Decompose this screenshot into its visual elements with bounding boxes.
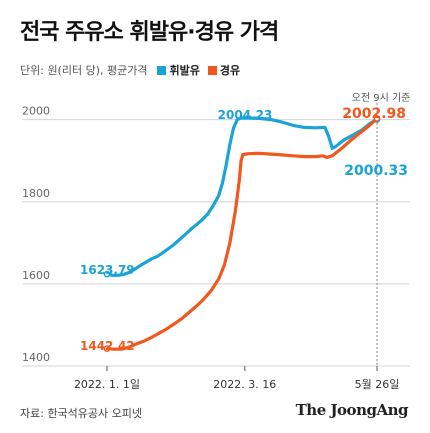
x-tick-label-0: 2022. 1. 1일	[74, 377, 140, 391]
diesel-swatch-icon	[207, 65, 217, 75]
source-text: 자료: 한국석유공사 오피넷	[20, 407, 143, 420]
x-tick-label-1: 2022. 3. 16	[213, 378, 276, 391]
unit-label: 단위: 원(리터 당), 평균가격	[20, 64, 148, 77]
legend-item-diesel: 경유	[207, 62, 241, 78]
time-note-label: 오전 9시 기준	[352, 92, 411, 104]
y-tick-label-1400: 1400	[22, 351, 50, 364]
data-label-gasoline-start: 1623.79	[80, 263, 135, 277]
y-tick-label-1800: 1800	[22, 187, 50, 200]
gasoline-swatch-icon	[157, 65, 167, 75]
legend-label-diesel: 경유	[219, 64, 241, 77]
series-line-diesel	[105, 116, 379, 351]
data-label-gasoline-peak: 2004.23	[218, 108, 273, 122]
data-label-diesel-start: 1442.42	[80, 339, 135, 353]
brand-logo: The JoongAng	[295, 401, 409, 419]
chart-title: 전국 주유소 휘발유·경유 가격	[20, 20, 279, 45]
legend-item-gasoline: 휘발유	[157, 62, 200, 78]
legend-label-gasoline: 휘발유	[169, 64, 200, 77]
start-point-diesel	[103, 345, 111, 352]
y-tick-label-1600: 1600	[22, 269, 50, 282]
series-line-gasoline	[105, 116, 379, 277]
y-tick-label-2000: 2000	[22, 105, 50, 118]
start-point-gasoline	[103, 270, 111, 278]
data-label-diesel-end: 2002.98	[342, 106, 406, 122]
legend-row: 단위: 원(리터 당), 평균가격 휘발유 경유	[20, 62, 248, 78]
x-tick-label-2: 5월 26일	[355, 377, 400, 391]
end-point-diesel	[373, 115, 381, 122]
data-label-gasoline-end: 2000.33	[344, 163, 408, 179]
